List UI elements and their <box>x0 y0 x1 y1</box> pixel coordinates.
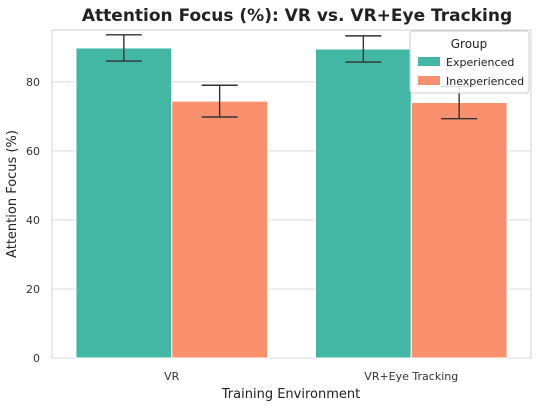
bars <box>75 47 508 359</box>
legend-swatch <box>418 76 440 85</box>
y-axis-label: Attention Focus (%) <box>5 130 20 258</box>
bar-inexperienced <box>410 102 508 359</box>
y-tick-label: 0 <box>33 352 40 365</box>
error-bar <box>201 84 238 118</box>
legend-label: Inexperienced <box>446 75 524 88</box>
x-tick-labels: VR VR+Eye Tracking <box>164 370 458 383</box>
legend-title: Group <box>451 37 488 51</box>
y-tick-label: 80 <box>26 76 40 89</box>
x-axis-label: Training Environment <box>221 387 360 402</box>
y-tick-labels: 0 20 40 60 80 <box>26 76 40 365</box>
y-tick-label: 40 <box>26 214 40 227</box>
legend-items: Experienced Inexperienced <box>418 56 524 88</box>
x-tick-label: VR <box>164 370 180 383</box>
error-bar <box>345 35 382 63</box>
chart-title: Attention Focus (%): VR vs. VR+Eye Track… <box>82 6 512 26</box>
bar-inexperienced <box>171 100 269 359</box>
legend-swatch <box>418 57 440 66</box>
error-bars <box>105 34 478 120</box>
legend: Group Experienced Inexperienced <box>409 30 530 94</box>
y-tick-label: 60 <box>26 145 40 158</box>
bar-experienced <box>314 48 412 359</box>
legend-label: Experienced <box>446 56 514 69</box>
x-tick-label: VR+Eye Tracking <box>364 370 458 383</box>
bar-experienced <box>75 47 173 359</box>
error-bar <box>105 34 142 62</box>
y-tick-label: 20 <box>26 283 40 296</box>
